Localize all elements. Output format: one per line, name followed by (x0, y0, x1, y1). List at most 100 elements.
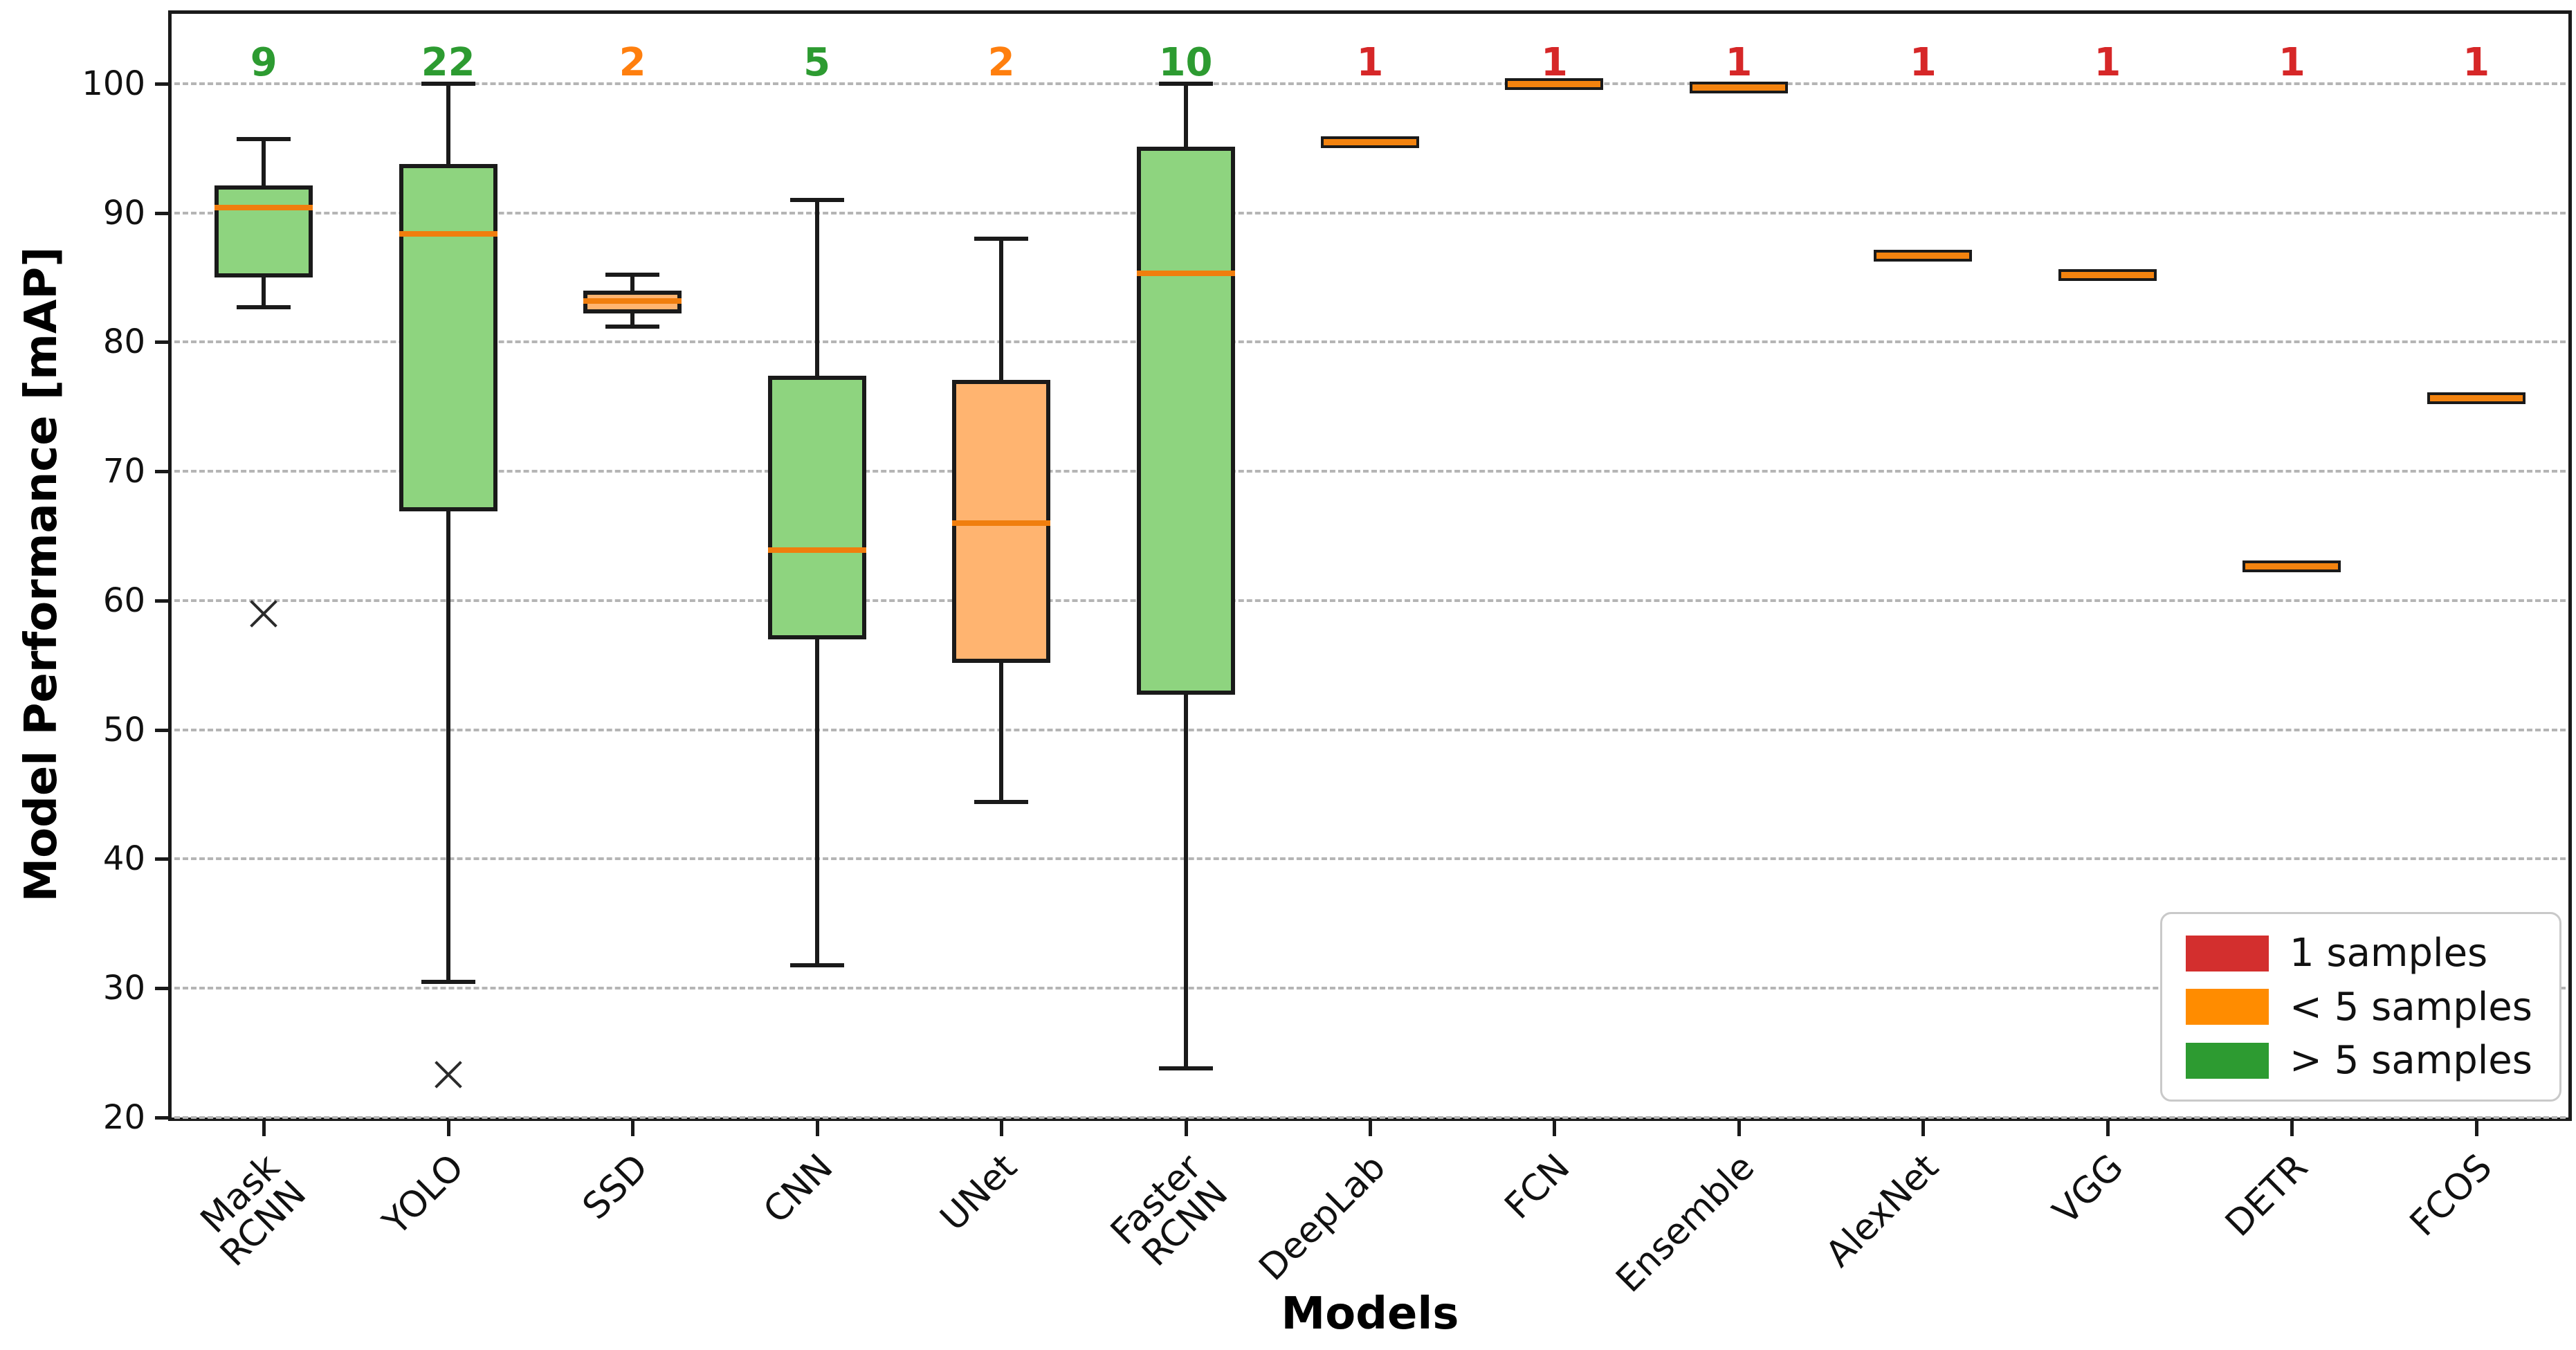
x-tick (262, 1121, 266, 1136)
boxplot-box (214, 185, 313, 277)
whisker-cap-lower (605, 324, 660, 329)
gridline (174, 470, 2566, 473)
x-tick (1553, 1121, 1557, 1136)
whisker-upper (999, 238, 1004, 380)
whisker-upper (262, 139, 266, 186)
gridline (174, 211, 2566, 215)
sample-count-label: 2 (987, 40, 1015, 85)
sample-count-label: 10 (1158, 40, 1213, 85)
y-tick (155, 857, 170, 861)
legend-item: 1 samples (2186, 931, 2536, 976)
outlier-x-icon (247, 597, 280, 630)
y-tick (155, 82, 170, 86)
sample-count-label: 22 (421, 40, 475, 85)
whisker-cap-lower (1158, 1066, 1213, 1071)
whisker-cap-upper (421, 81, 475, 86)
whisker-lower (814, 639, 819, 965)
whisker-upper (446, 83, 450, 164)
whisker-cap-upper (237, 137, 291, 142)
y-tick-label: 100 (82, 64, 145, 103)
whisker-lower (999, 662, 1004, 803)
whisker-cap-lower (974, 800, 1029, 805)
y-tick-label: 20 (102, 1098, 145, 1137)
whisker-cap-lower (789, 963, 844, 967)
x-tick (1184, 1121, 1188, 1136)
boxplot-box (767, 375, 866, 639)
median-line (399, 230, 497, 237)
sample-count-label: 1 (1909, 40, 1937, 85)
sample-count-label: 9 (250, 40, 277, 85)
x-tick (1921, 1121, 1926, 1136)
legend-label: > 5 samples (2290, 1038, 2532, 1083)
y-tick-label: 70 (102, 452, 145, 491)
gridline (174, 857, 2566, 861)
whisker-lower (446, 511, 450, 982)
single-value-bar (1321, 136, 1419, 148)
x-tick (1369, 1121, 1372, 1136)
median-line (1136, 271, 1235, 277)
sample-count-label: 1 (1725, 40, 1753, 85)
y-tick (155, 987, 170, 991)
y-tick-label: 50 (102, 710, 145, 749)
legend-item: < 5 samples (2186, 985, 2536, 1030)
gridline (174, 340, 2566, 344)
single-value-bar (2242, 560, 2341, 572)
sample-count-label: 2 (619, 40, 646, 85)
sample-count-label: 1 (1540, 40, 1568, 85)
gridline (174, 987, 2566, 990)
x-tick (1000, 1121, 1004, 1136)
y-tick-label: 80 (102, 322, 145, 362)
whisker-upper (814, 199, 819, 376)
x-tick (1737, 1121, 1741, 1136)
whisker-lower (1183, 695, 1188, 1069)
median-line (952, 520, 1051, 526)
boxplot-box (1136, 147, 1235, 695)
whisker-cap-upper (974, 236, 1029, 241)
sample-count-label: 1 (2094, 40, 2121, 85)
y-tick-label: 60 (102, 581, 145, 620)
whisker-cap-upper (605, 273, 660, 277)
whisker-upper (1183, 83, 1188, 147)
whisker-lower (262, 277, 266, 307)
sample-count-label: 1 (2278, 40, 2305, 85)
single-value-bar (1505, 77, 1604, 90)
x-tick (446, 1121, 450, 1136)
y-tick-label: 40 (102, 839, 145, 879)
y-tick (155, 211, 170, 215)
x-tick (2290, 1121, 2294, 1136)
whisker-cap-upper (1158, 81, 1213, 86)
y-tick (155, 340, 170, 345)
whisker-cap-lower (237, 304, 291, 309)
outlier-x-icon (432, 1058, 465, 1091)
median-line (767, 547, 866, 554)
gridline (174, 1116, 2566, 1119)
gridline (174, 82, 2566, 85)
legend-swatch-orange (2186, 989, 2269, 1025)
single-value-bar (1874, 250, 1973, 262)
single-value-bar (2427, 392, 2525, 404)
y-tick (155, 470, 170, 474)
y-tick (155, 1116, 170, 1120)
sample-count-label: 1 (2463, 40, 2490, 85)
whisker-upper (630, 275, 635, 291)
x-axis-title: Models (1281, 1288, 1459, 1340)
legend-swatch-green (2186, 1042, 2269, 1079)
single-value-bar (1689, 82, 1788, 94)
single-value-bar (2058, 269, 2157, 282)
x-tick (2105, 1121, 2110, 1136)
x-tick (2474, 1121, 2478, 1136)
gridline (174, 728, 2566, 731)
legend-label: 1 samples (2290, 931, 2488, 976)
whisker-cap-lower (421, 979, 475, 984)
median-line (214, 205, 313, 211)
y-tick-label: 30 (102, 969, 145, 1008)
legend-item: > 5 samples (2186, 1038, 2536, 1083)
legend-label: < 5 samples (2290, 984, 2532, 1030)
whisker-lower (630, 313, 635, 327)
legend: 1 samples < 5 samples > 5 samples (2160, 912, 2561, 1102)
median-line (583, 298, 682, 304)
y-tick-label: 90 (102, 193, 145, 232)
sample-count-label: 5 (803, 40, 831, 85)
gridline (174, 599, 2566, 602)
